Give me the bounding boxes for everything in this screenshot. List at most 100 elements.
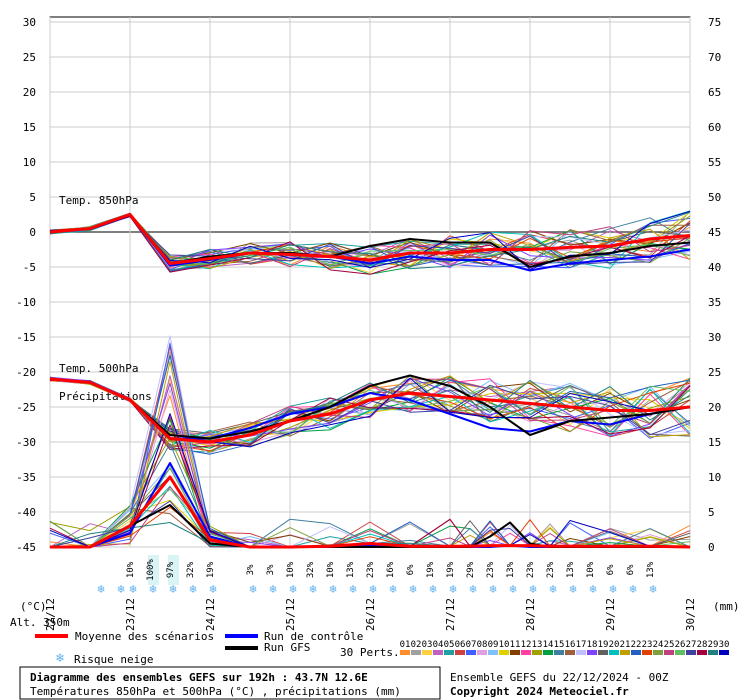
pert-number: 23 — [642, 640, 653, 650]
y-tick-right: 65 — [708, 86, 721, 99]
snow-icon: ❄ — [629, 582, 636, 596]
pert-swatch — [444, 650, 454, 655]
snow-icon: ❄ — [149, 582, 156, 596]
y-tick-right: 40 — [708, 261, 721, 274]
snow-bg — [148, 555, 159, 585]
snow-pct: 29% — [466, 561, 476, 578]
pert-swatch — [642, 650, 652, 655]
legend-mean: Moyenne des scénarios — [75, 630, 214, 643]
snow-pct: 13% — [346, 561, 356, 578]
y-tick-right: 60 — [708, 121, 721, 134]
pert-number: 09 — [488, 640, 499, 650]
snow-icon: ❄ — [349, 582, 356, 596]
snow-icon: ❄ — [269, 582, 276, 596]
y-tick-left: -40 — [16, 506, 36, 519]
pert-swatch — [697, 650, 707, 655]
pert-swatch — [510, 650, 520, 655]
precip-mean-line — [50, 475, 691, 549]
snow-pct: 10% — [126, 561, 136, 578]
pert-swatch — [543, 650, 553, 655]
pert-number: 10 — [499, 640, 510, 650]
pert-swatch — [576, 650, 586, 655]
y-tick-left: -45 — [16, 541, 36, 554]
pert-number: 22 — [631, 640, 642, 650]
snow-pct: 13% — [506, 561, 516, 578]
snow-icon: ❄ — [169, 582, 176, 596]
pert-swatch — [686, 650, 696, 655]
snow-pct: 10% — [326, 561, 336, 578]
copyright: Copyright 2024 Meteociel.fr — [450, 685, 629, 698]
legend-snow: Risque neige — [74, 653, 153, 666]
pert-swatch — [455, 650, 465, 655]
pert-number: 06 — [455, 640, 466, 650]
pert-number: 13 — [532, 640, 543, 650]
snow-pct: 16% — [386, 561, 396, 578]
y-tick-left: -30 — [16, 436, 36, 449]
x-tick-label: 26/12 — [364, 598, 377, 631]
pert-number: 12 — [521, 640, 532, 650]
pert-number: 17 — [576, 640, 587, 650]
x-tick-label: 24/12 — [204, 598, 217, 631]
pert-swatch — [664, 650, 674, 655]
y-tick-right: 45 — [708, 226, 721, 239]
snow-pct: 23% — [366, 561, 376, 578]
snow-pct: 6% — [406, 564, 416, 575]
snow-pct: 32% — [186, 561, 196, 578]
pert-swatch — [675, 650, 685, 655]
x-tick-label: 22/12 — [44, 598, 57, 631]
pert-swatch — [620, 650, 630, 655]
x-tick-label: 28/12 — [524, 598, 537, 631]
label-precip: Précipitations — [59, 390, 152, 403]
t500-gfs-line — [49, 374, 691, 440]
pert-swatch — [466, 650, 476, 655]
pert-swatch — [554, 650, 564, 655]
snow-icon: ❄ — [649, 582, 656, 596]
pert-number: 25 — [664, 640, 675, 650]
pert-number: 07 — [466, 640, 477, 650]
snow-pct: 23% — [546, 561, 556, 578]
snow-icon: ❄ — [589, 582, 596, 596]
pert-number: 03 — [422, 640, 433, 650]
t500-pert-line — [49, 377, 691, 448]
legend-snow-icon: ❄ — [55, 651, 64, 666]
precip-pert-line — [50, 486, 691, 548]
pert-swatch — [521, 650, 531, 655]
snow-pct: 19% — [206, 561, 216, 578]
snow-icon: ❄ — [289, 582, 296, 596]
snow-pct: 19% — [426, 561, 436, 578]
pert-number: 27 — [686, 640, 697, 650]
y-tick-right: 70 — [708, 51, 721, 64]
pert-number: 18 — [587, 640, 598, 650]
snow-pct: 13% — [566, 561, 576, 578]
y-tick-left: -35 — [16, 471, 36, 484]
pert-swatch — [433, 650, 443, 655]
pert-swatch — [477, 650, 487, 655]
x-tick-label: 27/12 — [444, 598, 457, 631]
snow-icon: ❄ — [549, 582, 556, 596]
pert-swatch — [587, 650, 597, 655]
snow-pct: 10% — [286, 561, 296, 578]
pert-swatch — [422, 650, 432, 655]
pert-swatch — [488, 650, 498, 655]
snow-icon: ❄ — [189, 582, 196, 596]
y-tick-left: 15 — [23, 121, 36, 134]
pert-number: 16 — [565, 640, 576, 650]
pert-swatch — [609, 650, 619, 655]
y-tick-right: 20 — [708, 401, 721, 414]
y-tick-right: 75 — [708, 16, 721, 29]
x-tick-label: 25/12 — [284, 598, 297, 631]
y-tick-left: 0 — [29, 226, 36, 239]
snow-icon: ❄ — [209, 582, 216, 596]
snow-icon: ❄ — [329, 582, 336, 596]
snow-bg — [168, 555, 179, 585]
pert-number: 02 — [411, 640, 422, 650]
snow-pct: 32% — [306, 561, 316, 578]
pert-swatch — [411, 650, 421, 655]
snow-icon: ❄ — [389, 582, 396, 596]
pert-number: 30 — [719, 640, 730, 650]
snow-icon: ❄ — [309, 582, 316, 596]
pert-swatch — [708, 650, 718, 655]
y-tick-right: 30 — [708, 331, 721, 344]
y-tick-left: -5 — [23, 261, 36, 274]
